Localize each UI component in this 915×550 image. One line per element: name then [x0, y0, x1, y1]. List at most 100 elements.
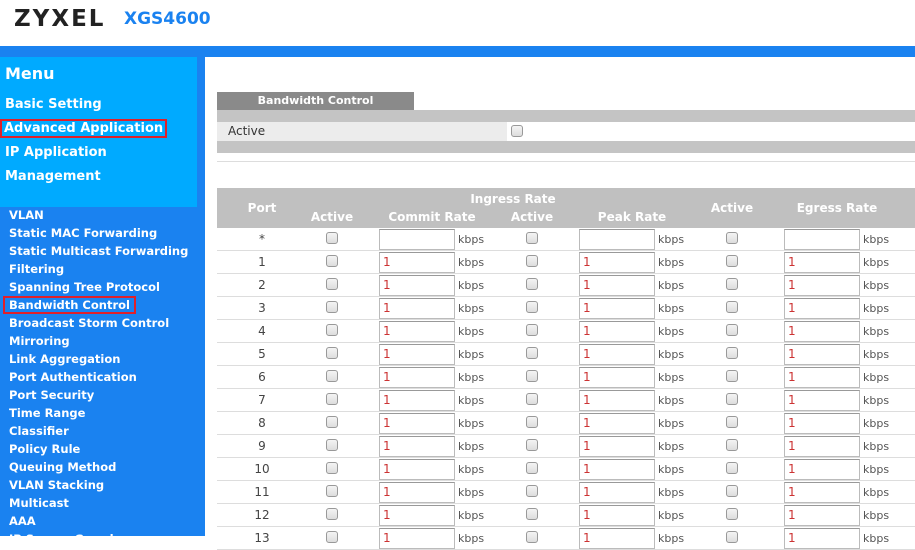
egress-rate-input[interactable] [784, 229, 860, 250]
menu-item[interactable]: IP Application [5, 145, 107, 160]
menu-item[interactable]: Advanced Application [0, 119, 168, 138]
egress-active-checkbox[interactable] [726, 393, 738, 405]
egress-rate-input[interactable]: 1 [784, 459, 860, 480]
peak-active-checkbox[interactable] [526, 370, 538, 382]
commit-rate-input[interactable]: 1 [379, 298, 455, 319]
egress-active-checkbox[interactable] [726, 508, 738, 520]
peak-rate-input[interactable]: 1 [579, 436, 655, 457]
submenu-item[interactable]: VLAN Stacking [9, 478, 105, 492]
peak-active-checkbox[interactable] [526, 416, 538, 428]
peak-active-checkbox[interactable] [526, 439, 538, 451]
peak-active-checkbox[interactable] [526, 393, 538, 405]
egress-active-checkbox[interactable] [726, 416, 738, 428]
commit-rate-input[interactable]: 1 [379, 482, 455, 503]
submenu-item[interactable]: AAA [9, 514, 36, 528]
submenu-item[interactable]: Classifier [9, 424, 69, 438]
ingress-active-checkbox[interactable] [326, 416, 338, 428]
peak-rate-input[interactable]: 1 [579, 459, 655, 480]
ingress-active-checkbox[interactable] [326, 278, 338, 290]
egress-active-checkbox[interactable] [726, 485, 738, 497]
egress-active-checkbox[interactable] [726, 439, 738, 451]
submenu-item[interactable]: Port Authentication [9, 370, 137, 384]
commit-rate-input[interactable]: 1 [379, 367, 455, 388]
peak-rate-input[interactable]: 1 [579, 528, 655, 549]
peak-rate-input[interactable]: 1 [579, 413, 655, 434]
egress-rate-input[interactable]: 1 [784, 344, 860, 365]
ingress-active-checkbox[interactable] [326, 531, 338, 543]
peak-active-checkbox[interactable] [526, 255, 538, 267]
peak-rate-input[interactable]: 1 [579, 321, 655, 342]
peak-active-checkbox[interactable] [526, 508, 538, 520]
peak-active-checkbox[interactable] [526, 347, 538, 359]
commit-rate-input[interactable]: 1 [379, 344, 455, 365]
peak-active-checkbox[interactable] [526, 278, 538, 290]
peak-rate-input[interactable]: 1 [579, 344, 655, 365]
egress-rate-input[interactable]: 1 [784, 298, 860, 319]
commit-rate-input[interactable] [379, 229, 455, 250]
egress-rate-input[interactable]: 1 [784, 390, 860, 411]
submenu-item[interactable]: Queuing Method [9, 460, 117, 474]
peak-rate-input[interactable]: 1 [579, 482, 655, 503]
ingress-active-checkbox[interactable] [326, 508, 338, 520]
ingress-active-checkbox[interactable] [326, 462, 338, 474]
egress-active-checkbox[interactable] [726, 370, 738, 382]
egress-active-checkbox[interactable] [726, 278, 738, 290]
menu-item[interactable]: Basic Setting [5, 97, 102, 112]
egress-rate-input[interactable]: 1 [784, 436, 860, 457]
egress-rate-input[interactable]: 1 [784, 275, 860, 296]
ingress-active-checkbox[interactable] [326, 255, 338, 267]
peak-rate-input[interactable] [579, 229, 655, 250]
submenu-item[interactable]: Mirroring [9, 334, 70, 348]
menu-item[interactable]: Management [5, 169, 101, 184]
submenu-item[interactable]: Spanning Tree Protocol [9, 280, 160, 294]
peak-rate-input[interactable]: 1 [579, 505, 655, 526]
commit-rate-input[interactable]: 1 [379, 252, 455, 273]
commit-rate-input[interactable]: 1 [379, 528, 455, 549]
egress-rate-input[interactable]: 1 [784, 367, 860, 388]
ingress-active-checkbox[interactable] [326, 301, 338, 313]
submenu-item[interactable]: IP Source Guard [9, 532, 114, 546]
submenu-item[interactable]: Filtering [9, 262, 65, 276]
submenu-item[interactable]: Policy Rule [9, 442, 81, 456]
commit-rate-input[interactable]: 1 [379, 321, 455, 342]
peak-rate-input[interactable]: 1 [579, 252, 655, 273]
tab-bandwidth-control[interactable]: Bandwidth Control [217, 92, 414, 110]
submenu-item[interactable]: Time Range [9, 406, 86, 420]
ingress-active-checkbox[interactable] [326, 324, 338, 336]
submenu-item[interactable]: VLAN [9, 208, 44, 222]
peak-rate-input[interactable]: 1 [579, 298, 655, 319]
egress-rate-input[interactable]: 1 [784, 321, 860, 342]
ingress-active-checkbox[interactable] [326, 393, 338, 405]
egress-active-checkbox[interactable] [726, 531, 738, 543]
commit-rate-input[interactable]: 1 [379, 505, 455, 526]
ingress-active-checkbox[interactable] [326, 370, 338, 382]
commit-rate-input[interactable]: 1 [379, 413, 455, 434]
peak-active-checkbox[interactable] [526, 462, 538, 474]
submenu-item[interactable]: Multicast [9, 496, 69, 510]
egress-active-checkbox[interactable] [726, 232, 738, 244]
peak-rate-input[interactable]: 1 [579, 275, 655, 296]
peak-active-checkbox[interactable] [526, 232, 538, 244]
commit-rate-input[interactable]: 1 [379, 459, 455, 480]
submenu-item[interactable]: Port Security [9, 388, 95, 402]
peak-active-checkbox[interactable] [526, 324, 538, 336]
peak-rate-input[interactable]: 1 [579, 390, 655, 411]
submenu-item[interactable]: Static MAC Forwarding [9, 226, 158, 240]
peak-active-checkbox[interactable] [526, 485, 538, 497]
commit-rate-input[interactable]: 1 [379, 436, 455, 457]
peak-rate-input[interactable]: 1 [579, 367, 655, 388]
submenu-item[interactable]: Link Aggregation [9, 352, 121, 366]
peak-active-checkbox[interactable] [526, 531, 538, 543]
egress-rate-input[interactable]: 1 [784, 413, 860, 434]
egress-rate-input[interactable]: 1 [784, 505, 860, 526]
ingress-active-checkbox[interactable] [326, 485, 338, 497]
ingress-active-checkbox[interactable] [326, 347, 338, 359]
commit-rate-input[interactable]: 1 [379, 275, 455, 296]
submenu-item[interactable]: Bandwidth Control [3, 296, 136, 314]
egress-active-checkbox[interactable] [726, 255, 738, 267]
commit-rate-input[interactable]: 1 [379, 390, 455, 411]
submenu-item[interactable]: Static Multicast Forwarding [9, 244, 189, 258]
active-checkbox[interactable] [511, 125, 523, 137]
egress-active-checkbox[interactable] [726, 324, 738, 336]
egress-rate-input[interactable]: 1 [784, 482, 860, 503]
